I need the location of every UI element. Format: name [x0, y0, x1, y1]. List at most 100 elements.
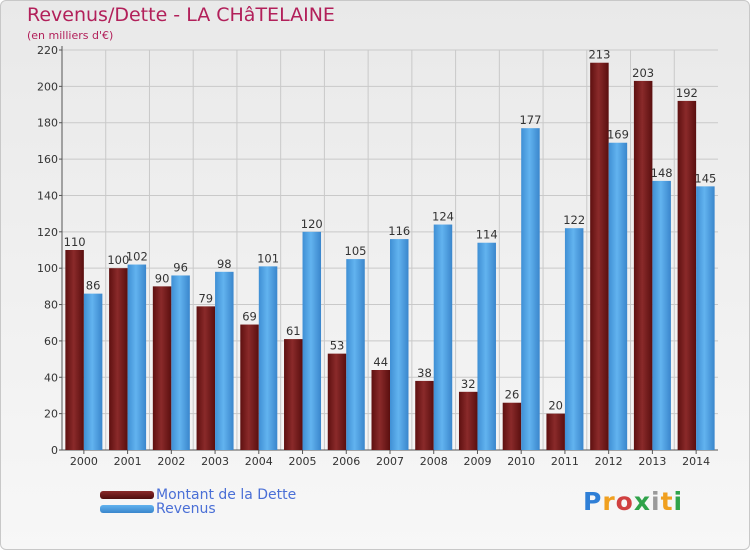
x-tick-label: 2008 [420, 455, 448, 468]
logo-letter: r [602, 487, 616, 516]
data-label: 79 [198, 291, 213, 305]
bar-debt [633, 80, 653, 450]
data-label: 148 [651, 166, 673, 180]
y-tick-label: 40 [44, 371, 58, 384]
x-tick-label: 2006 [332, 455, 360, 468]
bar-revenus [608, 142, 628, 450]
bar-debt [677, 100, 697, 450]
data-label: 100 [107, 253, 129, 267]
bar-revenus [696, 186, 715, 450]
bar-debt [502, 402, 522, 450]
data-label: 177 [519, 113, 541, 127]
bar-debt [327, 353, 347, 450]
bar-debt [590, 62, 609, 451]
logo-letter: x [633, 487, 651, 516]
data-label: 86 [86, 279, 101, 293]
y-tick-label: 200 [37, 80, 58, 93]
bar-debt [196, 306, 216, 450]
bar-revenus [477, 242, 496, 450]
legend-label-debt: Montant de la Dette [156, 487, 297, 503]
logo-letter: t [660, 487, 674, 516]
data-label: 32 [461, 377, 476, 391]
data-label: 98 [217, 257, 232, 271]
bars [65, 62, 715, 451]
data-label: 44 [373, 355, 388, 369]
data-label: 120 [301, 217, 323, 231]
x-tick-label: 2007 [376, 455, 404, 468]
data-label: 124 [432, 210, 454, 224]
data-label: 38 [417, 366, 432, 380]
legend-label-revenus: Revenus [156, 501, 216, 517]
chart-subtitle: (en milliers d'€) [27, 29, 114, 42]
bar-revenus [652, 180, 671, 450]
data-label: 26 [505, 388, 520, 402]
data-label: 96 [173, 260, 188, 274]
x-tick-label: 2013 [638, 455, 666, 468]
y-tick-label: 0 [51, 444, 58, 457]
bar-debt [371, 370, 390, 450]
bar-debt [546, 413, 565, 450]
x-tick-label: 2001 [114, 455, 142, 468]
data-label: 101 [257, 251, 279, 265]
data-label: 20 [548, 399, 563, 413]
y-tick-label: 120 [37, 226, 58, 239]
data-label: 145 [694, 171, 716, 185]
x-tick-label: 2005 [289, 455, 317, 468]
bar-revenus [433, 224, 453, 450]
bar-debt [458, 391, 478, 450]
bar-debt [415, 380, 434, 450]
data-label: 110 [64, 235, 86, 249]
data-label: 69 [242, 310, 257, 324]
y-tick-label: 160 [37, 153, 58, 166]
data-label: 116 [388, 224, 410, 238]
bar-debt [109, 268, 128, 450]
x-tick-label: 2010 [507, 455, 535, 468]
chart-title: Revenus/Dette - LA CHâTELAINE [27, 4, 335, 26]
bar-revenus [564, 228, 584, 450]
data-label: 122 [563, 213, 585, 227]
data-label: 203 [632, 66, 654, 80]
y-tick-label: 20 [44, 408, 58, 421]
bar-revenus [521, 128, 540, 450]
bar-debt [284, 339, 303, 450]
bar-revenus [258, 266, 278, 450]
bar-revenus [390, 239, 409, 450]
y-tick-label: 180 [37, 117, 58, 130]
bar-revenus [346, 259, 365, 450]
data-label: 61 [286, 324, 301, 338]
x-tick-label: 2009 [463, 455, 491, 468]
data-label: 105 [345, 244, 367, 258]
bar-revenus [83, 293, 103, 450]
legend-item-revenus: Revenus [100, 501, 216, 517]
x-tick-label: 2004 [245, 455, 273, 468]
x-tick-label: 2000 [70, 455, 98, 468]
data-label: 213 [588, 48, 610, 62]
x-tick-label: 2011 [551, 455, 579, 468]
x-tick-label: 2002 [157, 455, 185, 468]
x-tick-label: 2003 [201, 455, 229, 468]
bar-revenus [127, 264, 147, 450]
data-label: 90 [155, 271, 170, 285]
legend-swatch-revenus [100, 505, 154, 513]
bar-revenus [171, 275, 190, 450]
bar-revenus [302, 231, 322, 450]
data-label: 192 [676, 86, 698, 100]
bar-debt [240, 324, 259, 450]
logo-letter: P [583, 487, 603, 516]
y-tick-label: 60 [44, 335, 58, 348]
data-label: 169 [607, 128, 629, 142]
x-tick-label: 2012 [595, 455, 623, 468]
bar-debt [65, 250, 84, 450]
data-label: 114 [476, 228, 498, 242]
proxiti-logo: Proxiti [583, 487, 683, 516]
data-label: 53 [330, 339, 345, 353]
y-tick-label: 100 [37, 262, 58, 275]
logo-letter: i [651, 487, 661, 516]
y-tick-label: 220 [37, 44, 58, 57]
bar-debt [152, 286, 172, 450]
bar-revenus [215, 271, 234, 450]
y-tick-label: 140 [37, 189, 58, 202]
